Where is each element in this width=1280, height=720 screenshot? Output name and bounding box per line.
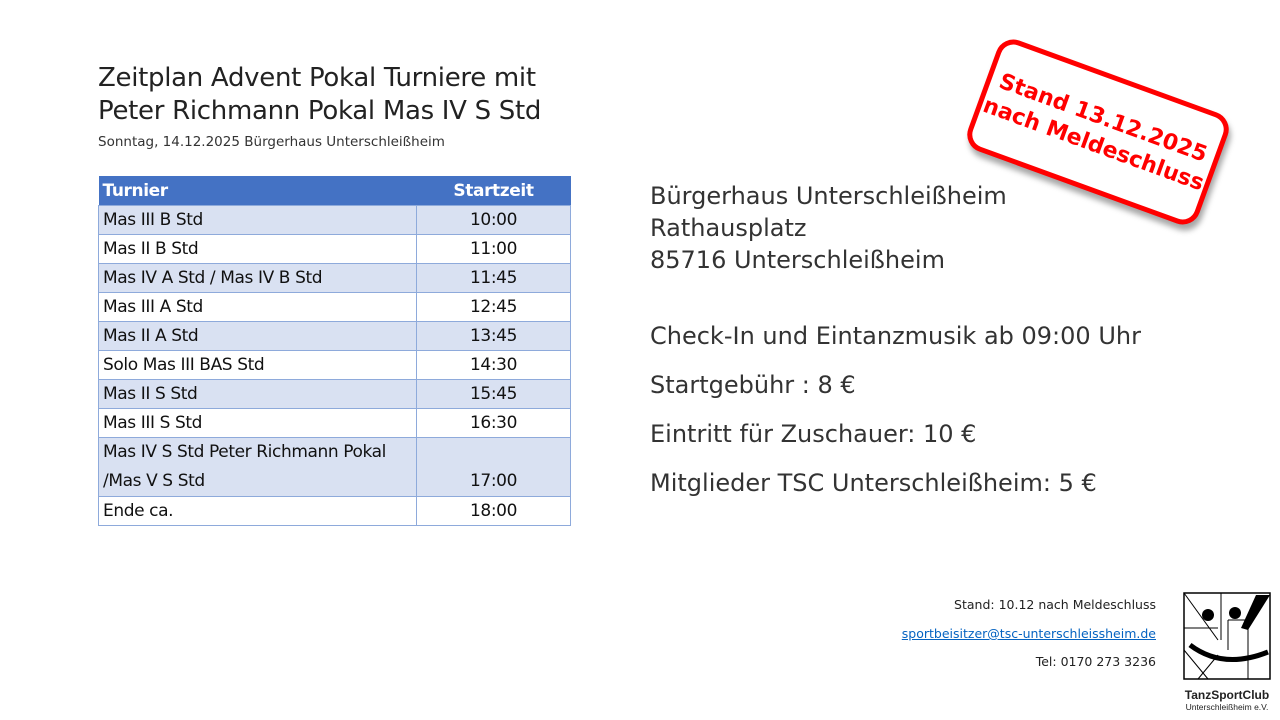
turnier-cell: Mas II S Std: [98, 379, 417, 409]
startzeit-cell: 18:00: [416, 496, 571, 526]
turnier-line: /Mas V S Std: [103, 471, 205, 491]
turnier-cell: Mas III B Std: [98, 205, 417, 235]
info-fee: Startgebühr : 8 €: [650, 371, 856, 399]
table-row: Mas II S Std 15:45: [98, 379, 571, 409]
turnier-cell: Mas IV S Std Peter Richmann Pokal/Mas V …: [98, 437, 417, 497]
logo-sub: Unterschleißheim e.V.: [1185, 702, 1269, 712]
info-members: Mitglieder TSC Unterschleißheim: 5 €: [650, 469, 1097, 497]
table-row: Mas III A Std 12:45: [98, 292, 571, 322]
table-row: Mas II B Std 11:00: [98, 234, 571, 264]
title-line-2: Peter Richmann Pokal Mas IV S Std: [98, 96, 542, 126]
table-row: Ende ca. 18:00: [98, 496, 571, 526]
table-row: Mas III B Std 10:00: [98, 205, 571, 235]
schedule-table: Turnier Startzeit Mas III B Std 10:00 Mas …: [98, 176, 571, 526]
address-line: 85716 Unterschleißheim: [650, 246, 945, 274]
email-link[interactable]: sportbeisitzer@tsc-unterschleissheim.de: [901, 626, 1156, 641]
table-row: Mas II A Std 13:45: [98, 321, 571, 351]
footer-stand: Stand: 10.12 nach Meldeschluss: [954, 597, 1156, 612]
table-row: Mas IV S Std Peter Richmann Pokal/Mas V …: [98, 437, 571, 497]
page-title: Zeitplan Advent Pokal Turniere mit Peter…: [98, 62, 541, 128]
turnier-cell: Solo Mas III BAS Std: [98, 350, 417, 380]
startzeit-cell: 12:45: [416, 292, 571, 322]
startzeit-cell: 15:45: [416, 379, 571, 409]
turnier-line: Mas IV S Std Peter Richmann Pokal: [103, 442, 386, 462]
startzeit-cell: 17:00: [416, 437, 571, 497]
startzeit-cell: 13:45: [416, 321, 571, 351]
turnier-cell: Mas III S Std: [98, 408, 417, 438]
table-row: Solo Mas III BAS Std 14:30: [98, 350, 571, 380]
turnier-cell: Mas II B Std: [98, 234, 417, 264]
header-startzeit: Startzeit: [416, 176, 571, 206]
subtitle: Sonntag, 14.12.2025 Bürgerhaus Unterschl…: [98, 134, 445, 150]
turnier-cell: Mas III A Std: [98, 292, 417, 322]
turnier-cell: Ende ca.: [98, 496, 417, 526]
club-logo: TanzSportClub Unterschleißheim e.V.: [1178, 590, 1276, 712]
startzeit-cell: 16:30: [416, 408, 571, 438]
logo-name: TanzSportClub: [1184, 688, 1270, 702]
info-spectators: Eintritt für Zuschauer: 10 €: [650, 420, 977, 448]
address-line: Bürgerhaus Unterschleißheim: [650, 182, 1007, 210]
header-turnier: Turnier: [98, 176, 417, 206]
startzeit-cell: 11:00: [416, 234, 571, 264]
table-row: Mas IV A Std / Mas IV B Std 11:45: [98, 263, 571, 293]
startzeit-cell: 14:30: [416, 350, 571, 380]
title-line-1: Zeitplan Advent Pokal Turniere mit: [98, 63, 536, 93]
venue-address: Bürgerhaus Unterschleißheim Rathausplatz…: [650, 180, 1007, 276]
address-line: Rathausplatz: [650, 214, 807, 242]
footer-tel: Tel: 0170 273 3236: [1035, 654, 1156, 669]
dancer-logo-icon: [1183, 592, 1271, 680]
turnier-cell: Mas IV A Std / Mas IV B Std: [98, 263, 417, 293]
startzeit-cell: 10:00: [416, 205, 571, 235]
info-checkin: Check-In und Eintanzmusik ab 09:00 Uhr: [650, 322, 1141, 350]
startzeit-cell: 11:45: [416, 263, 571, 293]
turnier-cell: Mas II A Std: [98, 321, 417, 351]
table-row: Mas III S Std 16:30: [98, 408, 571, 438]
